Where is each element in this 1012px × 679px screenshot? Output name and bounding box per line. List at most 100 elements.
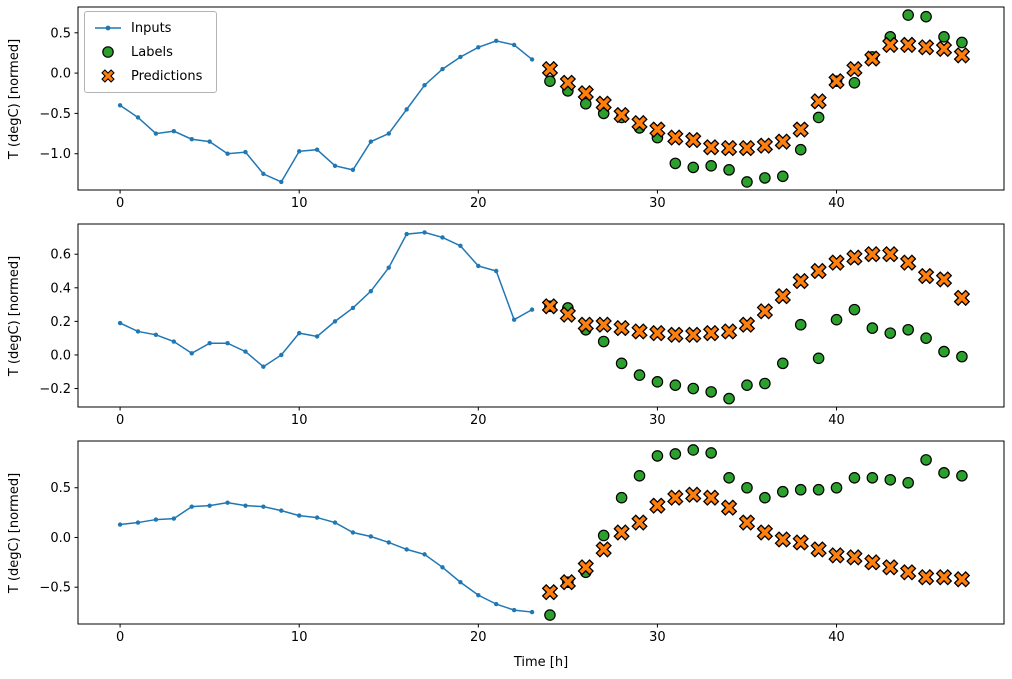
- predictions-marker: [828, 254, 845, 271]
- labels-marker: [902, 323, 914, 336]
- predictions-marker: [559, 74, 577, 91]
- inputs-marker: [332, 163, 338, 169]
- y-tick-label: 0.5: [50, 26, 71, 41]
- legend-label-labels: Labels: [131, 44, 173, 60]
- labels-marker: [920, 10, 932, 23]
- predictions-marker: [613, 524, 630, 541]
- predictions-marker: [774, 287, 792, 305]
- labels-marker: [597, 529, 610, 542]
- series-inputs: [117, 500, 535, 615]
- inputs-marker: [494, 601, 499, 607]
- inputs-marker: [422, 230, 427, 235]
- labels-marker: [705, 386, 717, 398]
- labels-marker: [902, 9, 914, 21]
- x-tick-label: 30: [649, 630, 666, 645]
- predictions-marker: [882, 36, 899, 54]
- inputs-marker: [225, 341, 230, 346]
- labels-marker: [920, 454, 932, 466]
- labels-marker: [741, 176, 753, 188]
- predictions-marker: [792, 272, 809, 290]
- labels-marker: [776, 357, 789, 370]
- predictions-marker: [756, 303, 774, 320]
- labels-marker: [794, 483, 807, 496]
- labels-marker: [866, 471, 879, 484]
- inputs-marker: [314, 515, 320, 520]
- labels-marker: [597, 335, 610, 348]
- y-tick-label: 0.5: [50, 481, 71, 496]
- inputs-marker: [153, 332, 159, 338]
- inputs-marker: [225, 151, 230, 156]
- predictions-marker: [882, 559, 899, 576]
- inputs-marker: [189, 137, 194, 142]
- inputs-marker: [332, 520, 338, 525]
- inputs-marker: [261, 171, 266, 177]
- inputs-marker: [243, 149, 248, 155]
- inputs-marker: [135, 520, 141, 525]
- inputs-marker: [243, 349, 248, 354]
- predictions-marker: [667, 489, 684, 506]
- inputs-marker: [476, 592, 481, 598]
- x-tick-label: 40: [828, 630, 845, 645]
- labels-marker: [633, 470, 646, 482]
- labels-marker: [669, 448, 682, 460]
- predictions-marker: [935, 271, 953, 288]
- labels-marker: [956, 470, 968, 482]
- y-tick-label: −0.5: [39, 107, 71, 122]
- predictions-marker: [864, 554, 881, 571]
- inputs-marker: [422, 552, 427, 557]
- predictions-marker: [953, 571, 971, 588]
- series-inputs: [117, 38, 535, 185]
- predictions-marker: [631, 323, 648, 340]
- inputs-marker: [494, 38, 499, 44]
- predictions-marker: [702, 139, 720, 156]
- predictions-marker: [953, 47, 971, 64]
- inputs-line-dot-icon: [93, 19, 123, 37]
- predictions-marker: [953, 289, 971, 307]
- labels-marker: [669, 157, 682, 170]
- x-tick-label: 10: [291, 630, 308, 645]
- inputs-marker: [243, 503, 248, 508]
- x-tick-label: 20: [470, 630, 487, 645]
- legend: Inputs Labels Predictions: [84, 11, 218, 93]
- labels-marker: [794, 143, 807, 156]
- labels-marker: [956, 36, 968, 49]
- predictions-marker: [899, 254, 917, 271]
- x-tick-label: 0: [116, 630, 124, 645]
- predictions-marker: [577, 316, 594, 333]
- y-tick-label: 0.0: [50, 348, 71, 363]
- labels-marker: [723, 164, 735, 176]
- inputs-line: [119, 40, 533, 183]
- inputs-marker: [261, 364, 266, 369]
- labels-marker: [597, 107, 610, 120]
- labels-marker: [723, 471, 735, 484]
- legend-item-inputs: Inputs: [93, 19, 202, 37]
- labels-marker: [884, 327, 897, 339]
- predictions-marker: [882, 246, 899, 263]
- inputs-marker: [404, 107, 409, 112]
- predictions-marker: [738, 139, 756, 157]
- labels-marker: [615, 357, 628, 370]
- y-axis-label-subplot-1: T (degC) [normed]: [7, 38, 22, 160]
- x-tick-label: 20: [470, 413, 487, 428]
- predictions-marker: [935, 40, 953, 58]
- predictions-marker: [613, 106, 630, 124]
- predictions-marker: [541, 60, 559, 78]
- x-tick-label: 0: [116, 196, 124, 211]
- inputs-marker: [529, 57, 535, 62]
- predictions-marker: [917, 39, 935, 56]
- predictions-marker: [613, 319, 630, 337]
- inputs-marker: [279, 352, 284, 358]
- predictions-marker: [792, 121, 809, 138]
- inputs-marker: [350, 305, 356, 311]
- labels-marker: [651, 376, 664, 388]
- inputs-marker: [189, 351, 194, 356]
- inputs-marker: [422, 82, 427, 88]
- labels-marker: [759, 377, 771, 390]
- predictions-marker: [595, 316, 612, 333]
- predictions-marker: [685, 486, 702, 503]
- predictions-marker: [828, 72, 845, 90]
- inputs-marker: [386, 265, 391, 270]
- labels-marker: [669, 379, 682, 391]
- labels-marker: [544, 609, 556, 621]
